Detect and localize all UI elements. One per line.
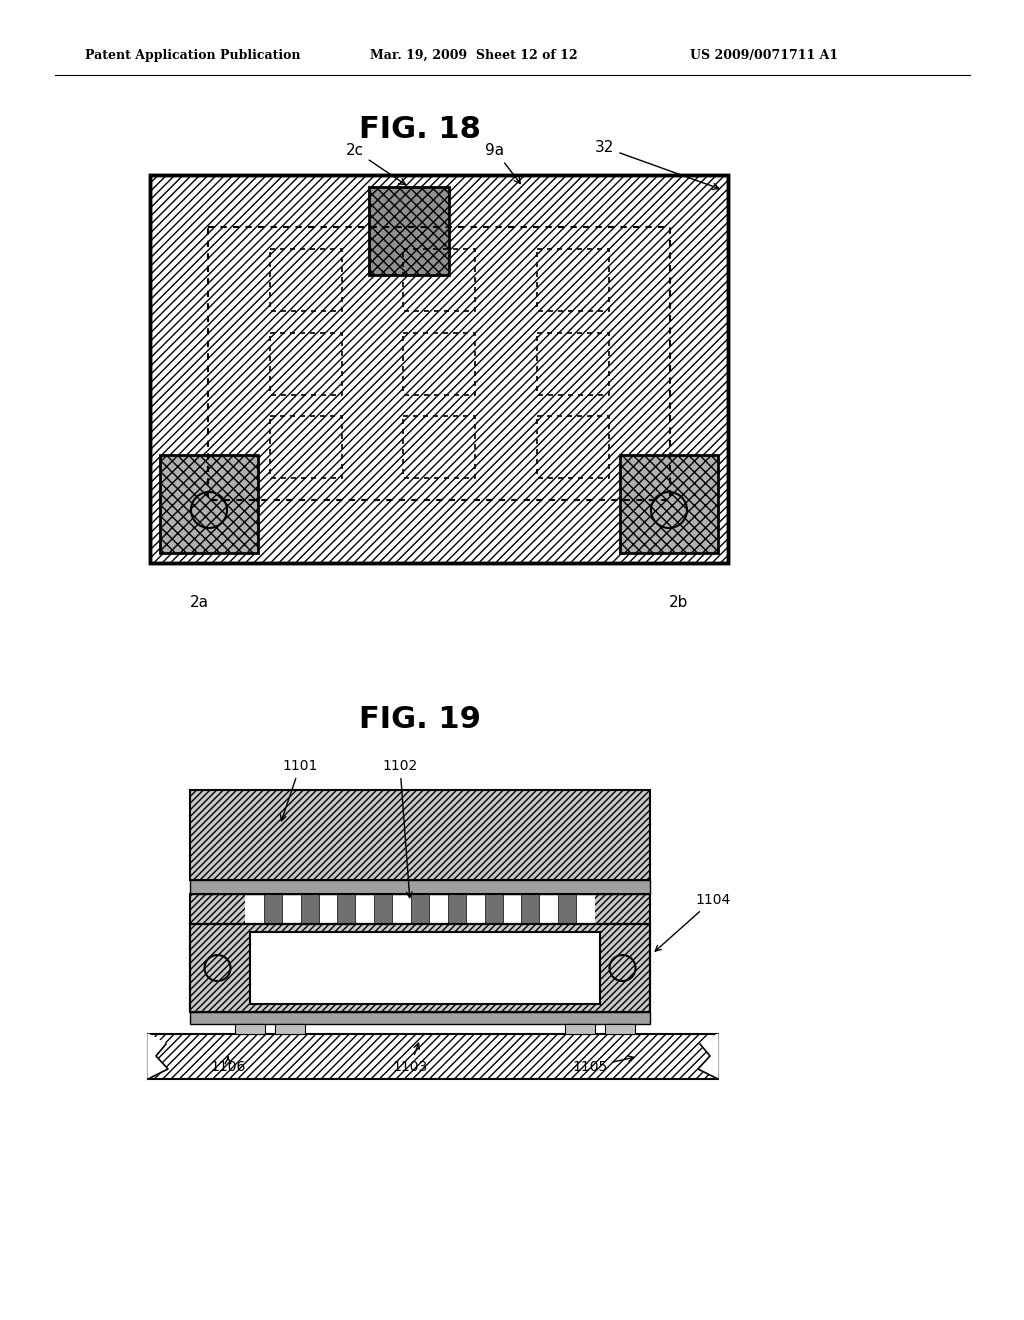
Bar [403,416,475,478]
Text: 1104: 1104 [655,894,730,952]
Bar [150,176,728,564]
Bar [369,187,449,275]
Text: FIG. 19: FIG. 19 [359,705,481,734]
Bar [190,880,650,894]
Text: 1103: 1103 [392,1043,428,1074]
Bar [447,894,466,924]
Bar [269,333,341,395]
Bar [620,455,718,553]
Bar [565,1024,595,1034]
Bar [208,227,670,500]
Bar [190,1012,650,1024]
Text: 1106: 1106 [210,1057,246,1074]
Bar [190,789,650,880]
Bar [595,894,650,924]
Bar [403,333,475,395]
Bar [245,894,595,924]
Text: 9a: 9a [485,143,520,183]
Bar [150,176,728,564]
Text: 2b: 2b [670,595,689,610]
Bar [484,894,503,924]
Bar [190,789,650,880]
Text: 2c: 2c [346,143,406,185]
Bar [190,894,245,924]
Text: 1101: 1101 [281,759,317,821]
Bar [190,924,650,1012]
Bar [537,416,608,478]
Bar [190,894,650,924]
Text: Mar. 19, 2009  Sheet 12 of 12: Mar. 19, 2009 Sheet 12 of 12 [370,49,578,62]
Bar [150,176,728,564]
Bar [190,924,650,1012]
Bar [469,187,577,275]
Bar [620,455,718,553]
Bar [269,416,341,478]
Bar [275,1024,305,1034]
Bar [148,1034,718,1078]
Text: 1105: 1105 [572,1056,634,1074]
Bar [301,894,318,924]
Bar [269,248,341,310]
Bar [208,227,670,500]
Bar [337,894,355,924]
Bar [234,1024,265,1034]
Bar [160,455,258,553]
Bar [411,894,429,924]
Bar [521,894,540,924]
Bar [148,1034,718,1078]
Bar [190,924,650,1012]
Bar [369,187,449,275]
Text: 1102: 1102 [382,759,418,898]
Text: Patent Application Publication: Patent Application Publication [85,49,300,62]
Bar [190,880,650,894]
Bar [190,894,245,924]
Bar [605,1024,635,1034]
Bar [264,894,282,924]
Bar [208,227,670,500]
Text: US 2009/0071711 A1: US 2009/0071711 A1 [690,49,838,62]
Bar [595,894,650,924]
Polygon shape [148,1034,168,1078]
Text: 32: 32 [595,140,719,189]
Text: FIG. 18: FIG. 18 [359,116,481,144]
Bar [537,248,608,310]
Bar [160,455,258,553]
Bar [558,894,577,924]
Polygon shape [698,1034,718,1078]
Bar [469,187,577,275]
Text: 2a: 2a [189,595,209,610]
Bar [374,894,392,924]
Bar [250,932,600,1005]
Bar [537,333,608,395]
Bar [403,248,475,310]
Bar [190,1012,650,1024]
